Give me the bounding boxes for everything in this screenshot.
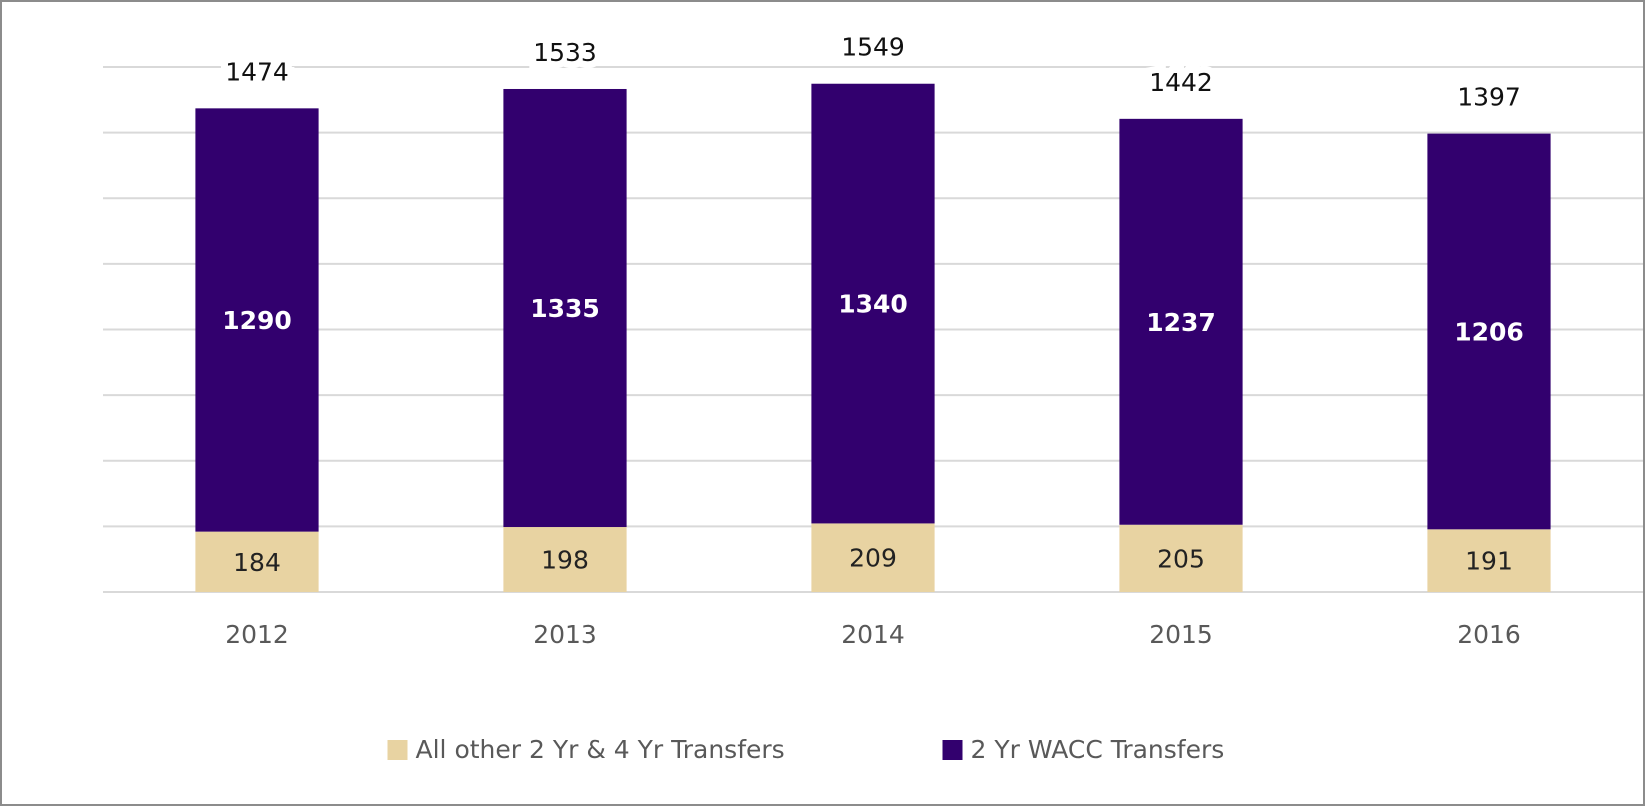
bar-segment (811, 83, 935, 524)
total-label: 1533 (533, 38, 597, 67)
total-label: 1549 (841, 33, 905, 62)
x-tick-label: 2016 (1457, 620, 1521, 649)
data-label: 1290 (222, 306, 292, 335)
bar-segment (503, 88, 627, 528)
legend-label: 2 Yr WACC Transfers (971, 735, 1225, 764)
data-label: 205 (1157, 544, 1205, 573)
data-label: 209 (849, 544, 897, 573)
x-tick-label: 2013 (533, 620, 597, 649)
total-label: 1397 (1457, 83, 1521, 112)
legend-swatch (942, 740, 963, 760)
data-label: 1335 (530, 294, 600, 323)
bar-segment (503, 527, 627, 592)
total-label: 1474 (225, 57, 289, 86)
legend-label: All other 2 Yr & 4 Yr Transfers (416, 735, 785, 764)
x-tick-label: 2012 (225, 620, 289, 649)
bar-segment (1427, 133, 1551, 530)
data-label: 1340 (838, 290, 908, 319)
x-tick-label: 2014 (841, 620, 905, 649)
total-label: 1442 (1149, 68, 1213, 97)
data-label: 191 (1465, 547, 1513, 576)
bar-segment (195, 108, 319, 532)
bar-segment (811, 523, 935, 592)
data-label: 198 (541, 546, 589, 575)
legend-swatch (387, 740, 408, 760)
bar-segment (195, 531, 319, 592)
data-label: 1237 (1146, 308, 1216, 337)
data-label: 1206 (1454, 317, 1524, 346)
data-label: 184 (233, 548, 281, 577)
bar-segment (1119, 118, 1243, 525)
bar-segment (1427, 529, 1551, 592)
bar-segment (1119, 524, 1243, 592)
x-tick-label: 2015 (1149, 620, 1213, 649)
